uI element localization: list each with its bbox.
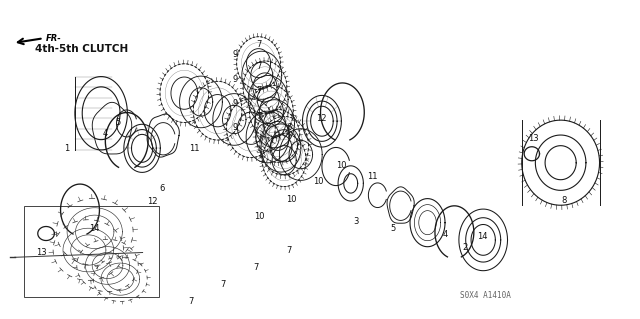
Text: 10: 10	[254, 212, 264, 221]
Text: 7: 7	[253, 263, 259, 272]
Text: S0X4 A1410A: S0X4 A1410A	[460, 291, 511, 300]
Text: 9: 9	[233, 50, 238, 59]
Text: 2: 2	[462, 243, 467, 252]
Text: 6: 6	[287, 123, 292, 132]
Text: 1: 1	[65, 144, 70, 153]
Text: 10: 10	[313, 177, 323, 186]
Text: 13: 13	[529, 134, 539, 143]
Text: 13: 13	[36, 248, 47, 256]
Text: 7: 7	[286, 246, 291, 255]
Text: 12: 12	[147, 197, 157, 206]
Text: 8: 8	[562, 197, 567, 205]
Text: 7: 7	[256, 112, 261, 121]
Text: 5: 5	[116, 118, 121, 127]
Text: 5: 5	[390, 224, 396, 233]
Text: 10: 10	[286, 195, 296, 204]
Text: 7: 7	[256, 63, 261, 71]
Text: FR-: FR-	[46, 34, 62, 43]
Text: 7: 7	[256, 40, 261, 48]
Text: 7: 7	[188, 297, 193, 306]
Text: 10: 10	[336, 161, 346, 170]
Text: 9: 9	[233, 75, 238, 84]
Text: 12: 12	[316, 114, 326, 122]
Text: 4: 4	[103, 130, 108, 138]
Text: 14: 14	[90, 224, 100, 233]
Text: 11: 11	[367, 172, 378, 181]
Text: 4: 4	[442, 230, 447, 239]
Text: 9: 9	[233, 99, 238, 108]
Text: 9: 9	[233, 123, 238, 132]
Text: 6: 6	[159, 184, 164, 193]
Text: 3: 3	[353, 217, 358, 226]
Bar	[24, 206, 159, 297]
Text: 7: 7	[256, 86, 261, 95]
Text: 7: 7	[221, 280, 226, 289]
Text: 14: 14	[477, 232, 488, 241]
Text: 11: 11	[189, 144, 199, 153]
Text: 4th-5th CLUTCH: 4th-5th CLUTCH	[35, 44, 129, 55]
